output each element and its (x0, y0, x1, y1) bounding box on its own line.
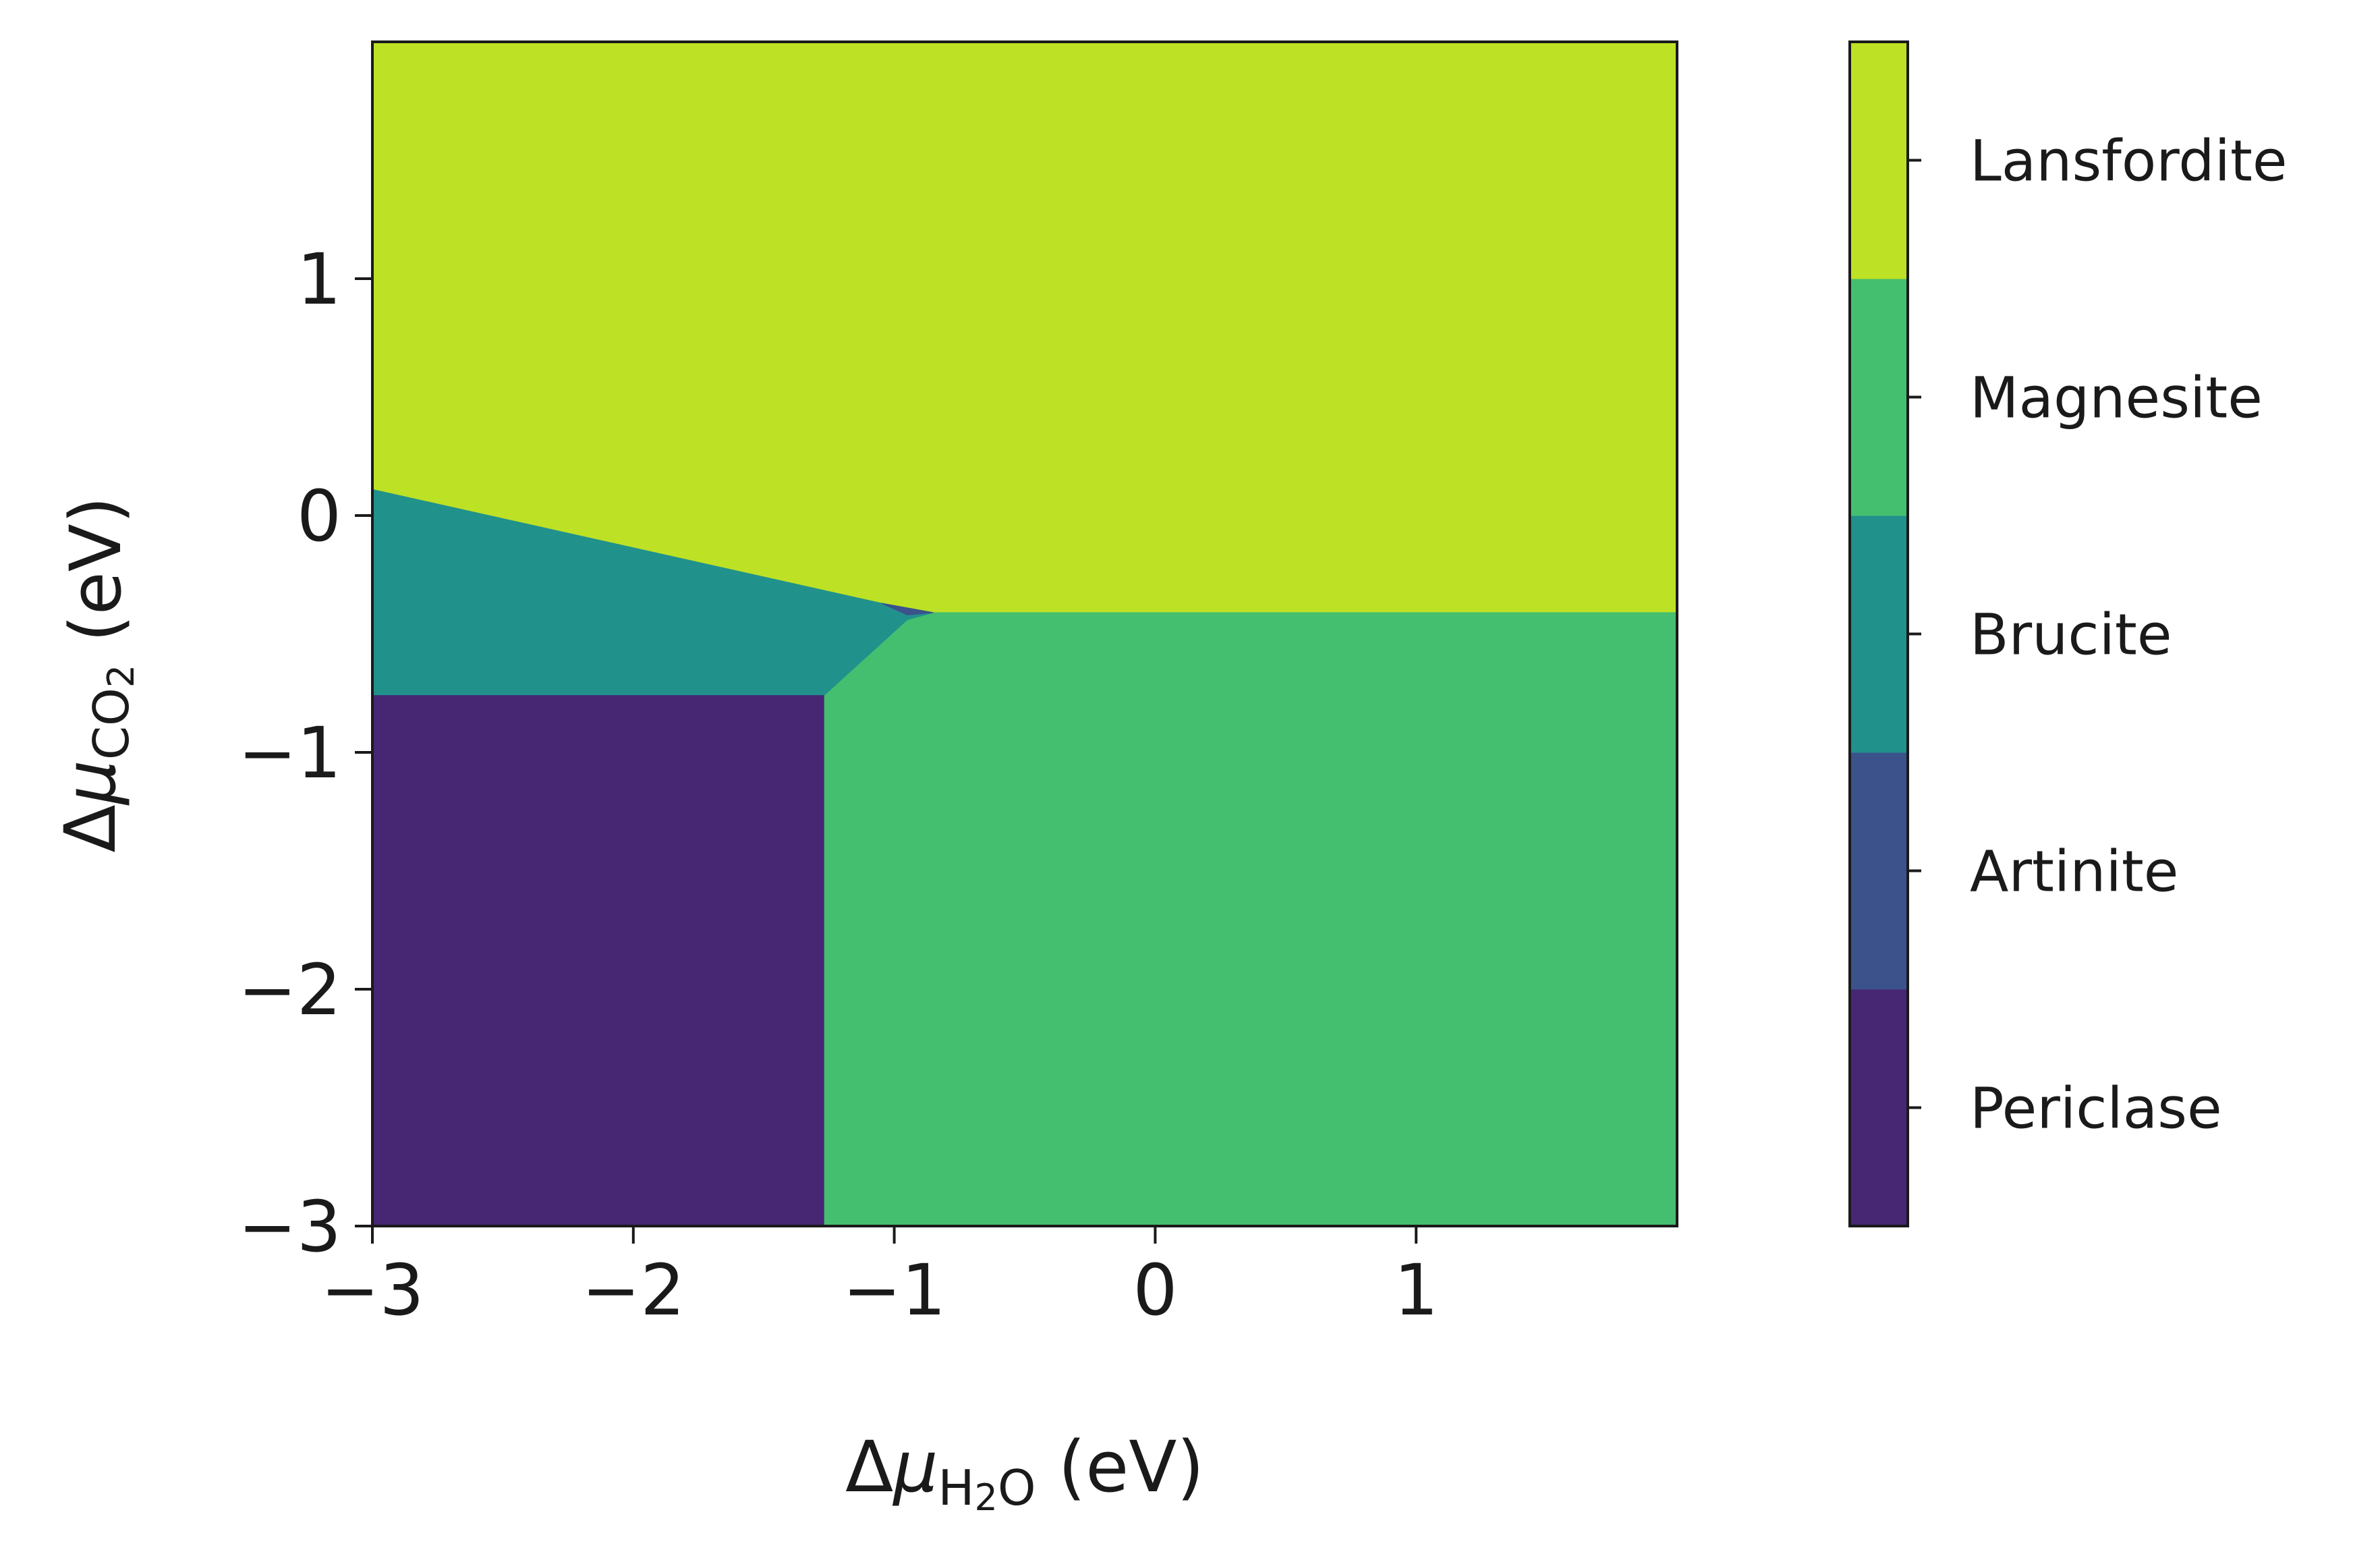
colorbar-label: Artinite (1970, 839, 2178, 905)
colorbar-segment-brucite (1850, 516, 1908, 753)
y-tick-label: 0 (297, 475, 341, 557)
region-magnesite (823, 612, 1678, 1227)
colorbar-segment-lansfordite (1850, 42, 1908, 279)
x-axis-label: ΔμH2O (eV) (845, 1426, 1204, 1519)
x-tick-label: 1 (1394, 1249, 1438, 1331)
x-tick-label: −2 (582, 1249, 685, 1331)
region-artinite (881, 603, 934, 615)
plot-frame (371, 40, 1678, 1227)
region-lansfordite (372, 41, 1678, 613)
x-tick-label: 0 (1133, 1249, 1177, 1331)
region-periclase (372, 695, 824, 1227)
y-axis-label: ΔμCO2 (eV) (49, 497, 142, 853)
colorbar-frame (1848, 40, 1909, 1227)
x-tick-label: −3 (320, 1249, 424, 1331)
colorbar-label: Periclase (1970, 1076, 2222, 1142)
colorbar-label: Lansfordite (1970, 128, 2288, 194)
colorbar-segment-periclase (1850, 989, 1908, 1227)
colorbar-label: Magnesite (1970, 365, 2263, 431)
y-tick-label: −1 (238, 712, 341, 794)
y-tick-label: 1 (297, 238, 341, 321)
colorbar-label: Brucite (1970, 602, 2172, 668)
colorbar-segment-magnesite (1850, 279, 1908, 516)
colorbar-segment-artinite (1850, 752, 1908, 990)
y-tick-label: −3 (238, 1186, 341, 1268)
x-tick-label: −1 (843, 1249, 946, 1331)
y-tick-label: −2 (238, 949, 341, 1031)
